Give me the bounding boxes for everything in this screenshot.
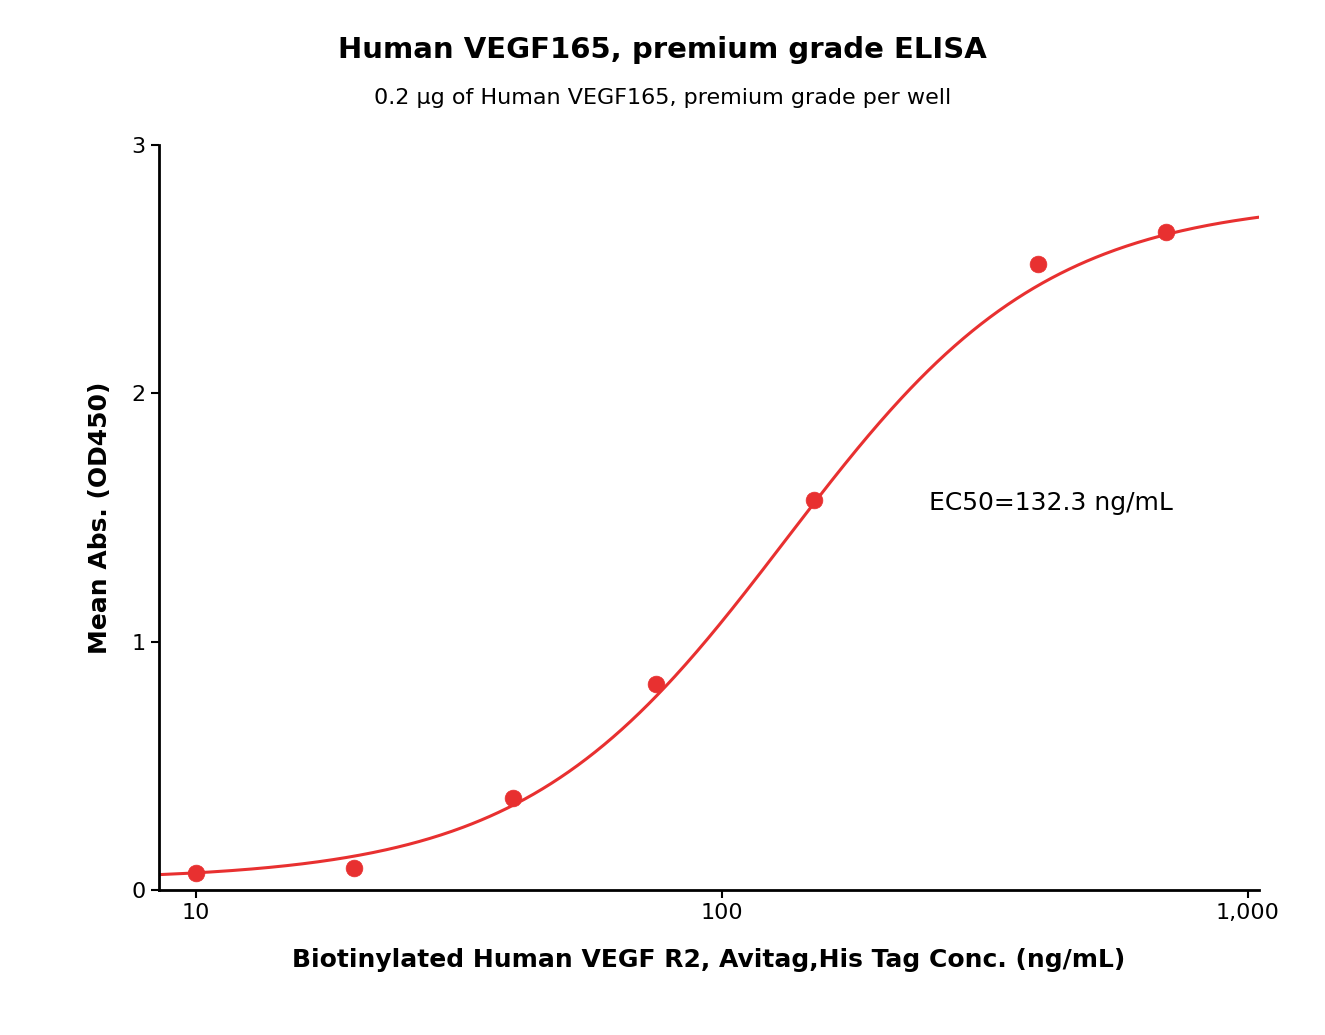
Point <box>804 492 825 508</box>
Point <box>1028 256 1049 272</box>
Point <box>186 864 207 881</box>
Point <box>502 790 523 806</box>
Point <box>645 676 666 692</box>
Point <box>343 859 364 876</box>
X-axis label: Biotinylated Human VEGF R2, Avitag,His Tag Conc. (ng/mL): Biotinylated Human VEGF R2, Avitag,His T… <box>293 948 1125 972</box>
Text: Human VEGF165, premium grade ELISA: Human VEGF165, premium grade ELISA <box>338 36 987 64</box>
Point <box>1155 224 1177 240</box>
Text: EC50=132.3 ng/mL: EC50=132.3 ng/mL <box>929 491 1173 514</box>
Y-axis label: Mean Abs. (OD450): Mean Abs. (OD450) <box>87 381 113 654</box>
Text: 0.2 μg of Human VEGF165, premium grade per well: 0.2 μg of Human VEGF165, premium grade p… <box>374 88 951 108</box>
